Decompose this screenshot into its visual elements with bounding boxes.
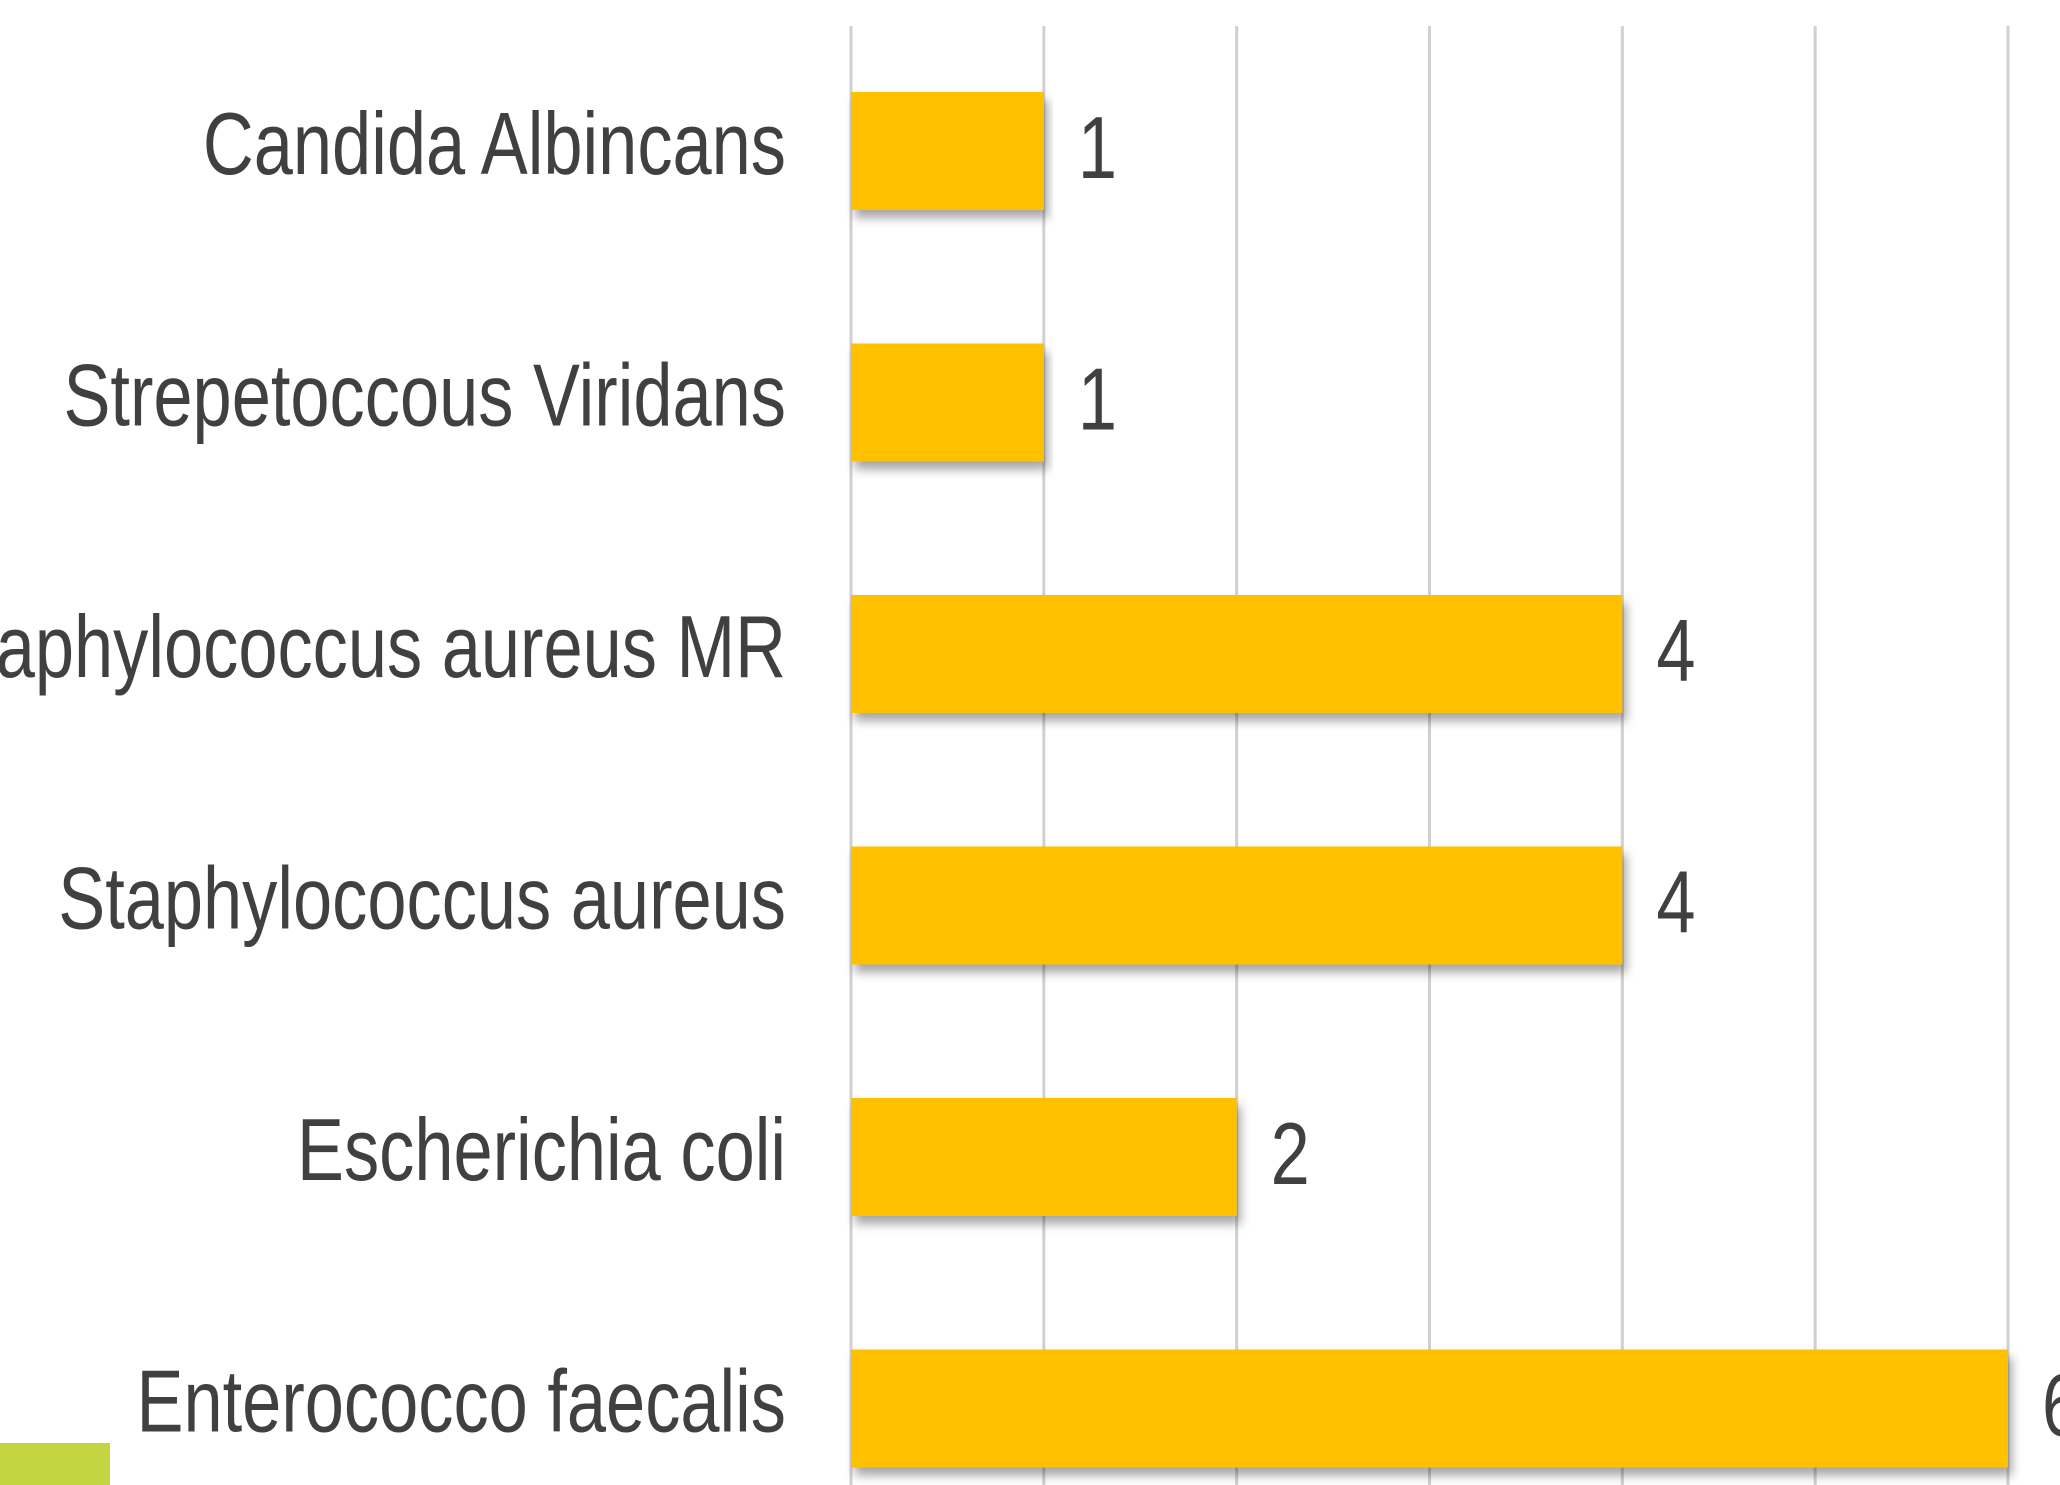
- bar: [851, 1349, 2008, 1468]
- bar: [851, 343, 1044, 462]
- category-label: Escherichia coli: [297, 1101, 786, 1199]
- bar: [851, 92, 1044, 210]
- grid: [849, 26, 2010, 1485]
- bar: [851, 595, 1623, 713]
- bar: [851, 1098, 1237, 1216]
- category-label: Strepetoccous Viridans: [63, 346, 786, 444]
- value-label: 4: [1656, 602, 1695, 700]
- value-label: 1: [1078, 99, 1117, 197]
- bar: [851, 846, 1623, 965]
- category-label: Staphylococcus aureus: [58, 849, 786, 947]
- value-label: 6: [2042, 1356, 2060, 1454]
- labels: Candida Albincans 1 Strepetoccous Viridans…: [0, 95, 2060, 1455]
- value-label: 1: [1078, 350, 1117, 448]
- category-label: Candida Albincans: [203, 95, 786, 193]
- value-label: 2: [1271, 1105, 1310, 1203]
- value-label: 4: [1656, 853, 1695, 951]
- category-label: Staphylococcus aureus MR: [0, 598, 786, 696]
- corner-decoration: [0, 1443, 110, 1485]
- category-label: Enterococco faecalis: [137, 1352, 786, 1450]
- bars: [851, 92, 2008, 1468]
